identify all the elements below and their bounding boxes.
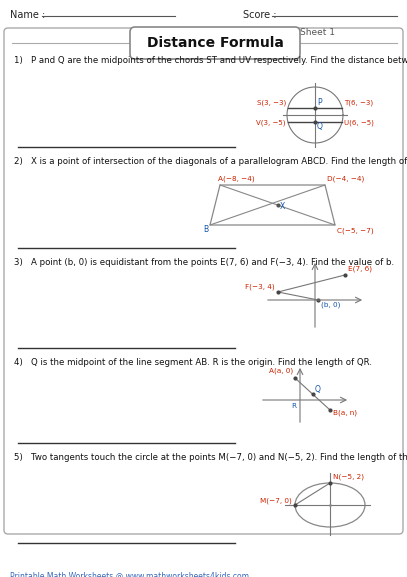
Text: 3)   A point (b, 0) is equidistant from the points E(7, 6) and F(−3, 4). Find th: 3) A point (b, 0) is equidistant from th… [14,258,394,267]
Text: Q: Q [317,122,323,131]
Text: (b, 0): (b, 0) [321,301,340,308]
Text: M(−7, 0): M(−7, 0) [260,497,292,504]
Text: F(−3, 4): F(−3, 4) [245,284,275,290]
Text: A(a, 0): A(a, 0) [269,368,293,374]
Text: Printable Math Worksheets @ www.mathworksheets4kids.com: Printable Math Worksheets @ www.mathwork… [10,571,249,577]
Text: N(−5, 2): N(−5, 2) [333,474,364,481]
Text: V(3, −5): V(3, −5) [256,120,286,126]
FancyBboxPatch shape [130,27,300,59]
FancyBboxPatch shape [4,28,403,534]
Text: R: R [291,403,296,409]
Text: B(a, n): B(a, n) [333,409,357,415]
Text: A(−8, −4): A(−8, −4) [218,176,255,182]
Text: P: P [317,98,322,107]
Text: S(3, −3): S(3, −3) [257,100,286,107]
Text: B: B [203,225,208,234]
Text: Distance Formula: Distance Formula [147,36,283,50]
Text: 5)   Two tangents touch the circle at the points M(−7, 0) and N(−5, 2). Find the: 5) Two tangents touch the circle at the … [14,453,407,462]
Text: E(7, 6): E(7, 6) [348,266,372,272]
Text: T(6, −3): T(6, −3) [344,100,373,107]
Text: C(−5, −7): C(−5, −7) [337,227,374,234]
Text: Q: Q [315,385,321,394]
Text: U(6, −5): U(6, −5) [344,120,374,126]
Text: Sheet 1: Sheet 1 [300,28,335,37]
Text: D(−4, −4): D(−4, −4) [327,176,364,182]
Text: X: X [280,202,285,211]
Text: Score :: Score : [243,10,276,20]
Text: 2)   X is a point of intersection of the diagonals of a parallelogram ABCD. Find: 2) X is a point of intersection of the d… [14,157,407,166]
Text: 4)   Q is the midpoint of the line segment AB. R is the origin. Find the length : 4) Q is the midpoint of the line segment… [14,358,372,367]
Text: Name :: Name : [10,10,45,20]
Text: 1)   P and Q are the midpoints of the chords ST and UV respectively. Find the di: 1) P and Q are the midpoints of the chor… [14,56,407,65]
